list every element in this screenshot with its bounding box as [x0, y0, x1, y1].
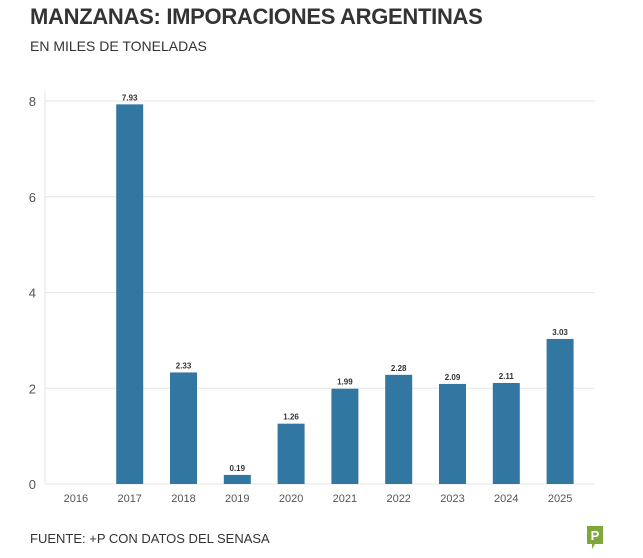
bar-2025 — [546, 338, 574, 484]
x-tick-label: 2024 — [494, 493, 518, 505]
bar-2021 — [331, 388, 359, 484]
data-label: 2.09 — [445, 373, 461, 382]
x-tick-label: 2025 — [548, 493, 572, 505]
x-tick-label: 2020 — [279, 493, 303, 505]
chart-subtitle: EN MILES DE TONELADAS — [30, 38, 207, 54]
x-tick-label: 2021 — [333, 493, 357, 505]
data-label: 7.93 — [122, 93, 138, 102]
bar-2023 — [439, 383, 466, 484]
bar-2022 — [385, 374, 413, 484]
bar-2020 — [277, 423, 305, 484]
x-tick-label: 2022 — [386, 493, 410, 505]
bar-2018 — [170, 372, 197, 484]
bar-2019 — [223, 474, 251, 484]
svg-text:P: P — [591, 528, 600, 543]
x-tick-label: 2023 — [440, 493, 464, 505]
data-label: 2.33 — [176, 361, 192, 370]
bar-2024 — [492, 382, 520, 484]
x-tick-label: 2018 — [171, 493, 195, 505]
y-tick-label: 8 — [29, 94, 36, 109]
y-tick-label: 6 — [29, 190, 36, 205]
data-label: 1.26 — [283, 413, 299, 422]
x-tick-label: 2016 — [64, 493, 88, 505]
y-tick-label: 0 — [29, 477, 36, 492]
y-tick-label: 4 — [29, 286, 36, 301]
chart-title: MANZANAS: IMPORACIONES ARGENTINAS — [30, 4, 483, 29]
bar-chart: 0 2 4 6 8 2016 2017 7.93 2018 2.33 2019 0.19 2020 1.2… — [29, 91, 595, 505]
x-tick-label: 2019 — [225, 493, 249, 505]
data-label: 3.03 — [552, 328, 568, 337]
bar-2017 — [116, 104, 144, 484]
data-label: 2.28 — [391, 364, 407, 373]
data-label: 0.19 — [230, 464, 246, 473]
data-label: 1.99 — [337, 378, 353, 387]
logo-icon: P — [587, 526, 603, 549]
y-tick-label: 2 — [29, 381, 36, 396]
x-tick-label: 2017 — [117, 493, 141, 505]
data-label: 2.11 — [499, 372, 515, 381]
source-note: FUENTE: +P CON DATOS DEL SENASA — [30, 531, 270, 546]
